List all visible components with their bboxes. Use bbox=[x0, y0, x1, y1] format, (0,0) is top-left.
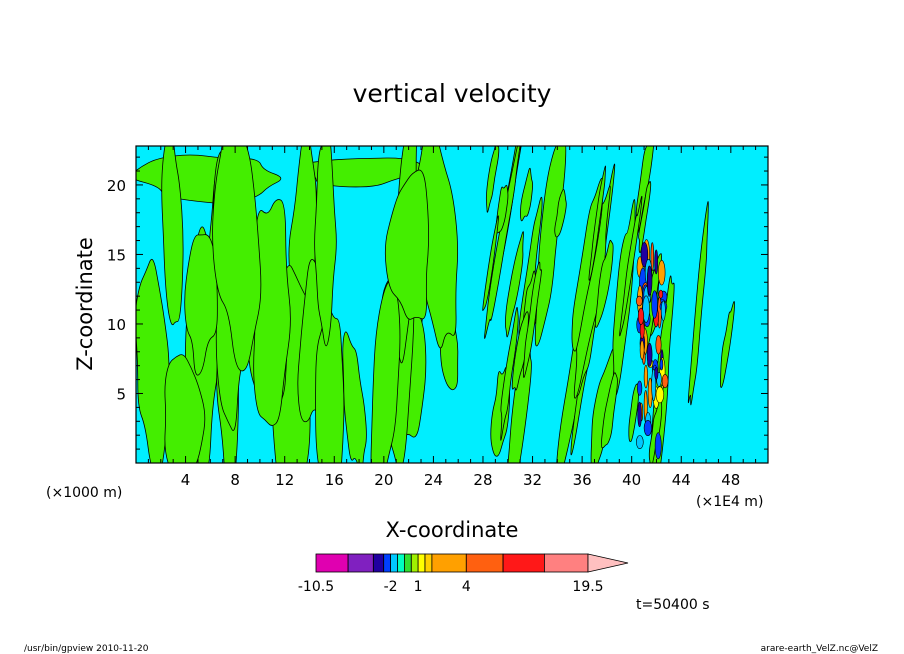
core-cell bbox=[651, 290, 658, 319]
core-cell bbox=[647, 265, 653, 296]
x-axis-label: X-coordinate bbox=[386, 518, 519, 542]
plot-frame bbox=[135, 145, 769, 464]
colorbar-label: -2 bbox=[384, 579, 398, 595]
x-tick-label: 44 bbox=[672, 471, 691, 489]
core-cell bbox=[657, 260, 666, 286]
updraft-region bbox=[342, 331, 367, 463]
x-tick-label: 28 bbox=[473, 471, 492, 489]
colorbar-segment bbox=[502, 553, 545, 573]
updraft-region bbox=[212, 146, 262, 372]
core-cell bbox=[636, 380, 643, 396]
x-tick-label: 36 bbox=[573, 471, 592, 489]
updraft-region bbox=[554, 189, 567, 238]
updraft-region bbox=[495, 184, 509, 234]
core-cell bbox=[661, 374, 669, 389]
colorbar-segment bbox=[465, 553, 504, 573]
core-cell bbox=[655, 386, 665, 404]
colorbar-segment bbox=[544, 553, 589, 573]
core-cell bbox=[654, 249, 659, 275]
core-cell bbox=[650, 242, 654, 271]
updraft-region bbox=[482, 215, 499, 311]
colorbar-label: 4 bbox=[462, 579, 471, 595]
core-cell bbox=[658, 289, 664, 299]
core-cell bbox=[643, 419, 653, 436]
updraft-region bbox=[511, 311, 529, 391]
updraft-region bbox=[505, 231, 524, 338]
colorbar-segment bbox=[424, 553, 433, 573]
colorbar-segment bbox=[417, 553, 426, 573]
footer-left: /usr/bin/gpview 2010-11-20 bbox=[24, 644, 149, 654]
x-tick-label: 32 bbox=[523, 471, 542, 489]
updraft-region bbox=[253, 199, 291, 426]
y-tick-label: 10 bbox=[107, 316, 126, 334]
colorbar-label: 19.5 bbox=[572, 579, 603, 595]
updraft-region bbox=[500, 307, 519, 441]
core-cell bbox=[635, 435, 644, 449]
colorbar-segment bbox=[383, 553, 392, 573]
updraft-region bbox=[384, 169, 429, 320]
footer-right: arare-earth_VelZ.nc@VelZ bbox=[761, 644, 878, 654]
x-tick-label: 4 bbox=[181, 471, 191, 489]
x-tick-label: 48 bbox=[721, 471, 740, 489]
core-cell bbox=[660, 300, 666, 321]
updraft-region bbox=[594, 239, 614, 328]
updraft-region bbox=[184, 234, 218, 376]
colorbar-segment bbox=[315, 553, 349, 573]
x-tick-label: 20 bbox=[374, 471, 393, 489]
core-cell bbox=[654, 432, 662, 460]
updraft-region bbox=[534, 146, 567, 347]
colorbar-segment bbox=[431, 553, 467, 573]
x-unit-right: (×1E4 m) bbox=[696, 494, 763, 510]
y-axis: 5 10 15 20 bbox=[107, 156, 768, 450]
colorbar bbox=[315, 553, 629, 573]
y-tick-label: 20 bbox=[107, 177, 126, 195]
x-tick-label: 12 bbox=[275, 471, 294, 489]
plot-area bbox=[136, 146, 768, 463]
y-axis-label: Z-coordinate bbox=[73, 237, 97, 371]
updraft-region bbox=[161, 146, 184, 326]
chart-title: vertical velocity bbox=[353, 79, 552, 108]
updraft-region bbox=[523, 261, 542, 378]
time-label: t=50400 s bbox=[636, 597, 710, 613]
core-cell bbox=[640, 242, 649, 268]
core-cell bbox=[639, 340, 645, 360]
colorbar-labels: -10.5 -2 1 4 19.5 bbox=[298, 579, 604, 595]
y-tick-label: 5 bbox=[116, 385, 126, 403]
core-cell bbox=[655, 335, 662, 355]
x-tick-label: 40 bbox=[622, 471, 641, 489]
core-cell bbox=[635, 295, 643, 307]
updraft-region bbox=[520, 167, 534, 222]
x-axis: 4 8 12 16 20 24 28 32 36 40 44 48 bbox=[147, 146, 757, 489]
colorbar-segment bbox=[372, 553, 385, 573]
updraft-region bbox=[484, 146, 521, 339]
colorbar-segment bbox=[410, 553, 419, 573]
convective-core bbox=[635, 239, 669, 460]
core-cell bbox=[654, 366, 659, 380]
colorbar-segment bbox=[390, 553, 398, 573]
updraft-region bbox=[315, 306, 345, 463]
updraft-region bbox=[720, 301, 735, 388]
colorbar-extension bbox=[587, 553, 629, 573]
colorbar-label: -10.5 bbox=[298, 579, 334, 595]
colorbar-segment bbox=[403, 553, 412, 573]
updraft-region bbox=[601, 372, 618, 449]
y-tick-label: 15 bbox=[107, 246, 126, 264]
updraft-region bbox=[588, 165, 606, 281]
x-tick-label: 16 bbox=[325, 471, 344, 489]
core-cell bbox=[643, 364, 649, 389]
colorbar-label: 1 bbox=[414, 579, 423, 595]
x-unit-left: (×1000 m) bbox=[46, 485, 122, 501]
core-cell bbox=[637, 307, 645, 325]
colorbar-segment bbox=[397, 553, 405, 573]
core-cell bbox=[646, 342, 653, 367]
colorbar-segment bbox=[347, 553, 374, 573]
updraft-region bbox=[619, 195, 643, 337]
x-tick-label: 8 bbox=[230, 471, 240, 489]
core-cell bbox=[659, 358, 664, 371]
x-tick-label: 24 bbox=[424, 471, 443, 489]
core-cell bbox=[637, 401, 642, 428]
updraft-region bbox=[314, 146, 337, 347]
updraft-region bbox=[687, 201, 709, 406]
